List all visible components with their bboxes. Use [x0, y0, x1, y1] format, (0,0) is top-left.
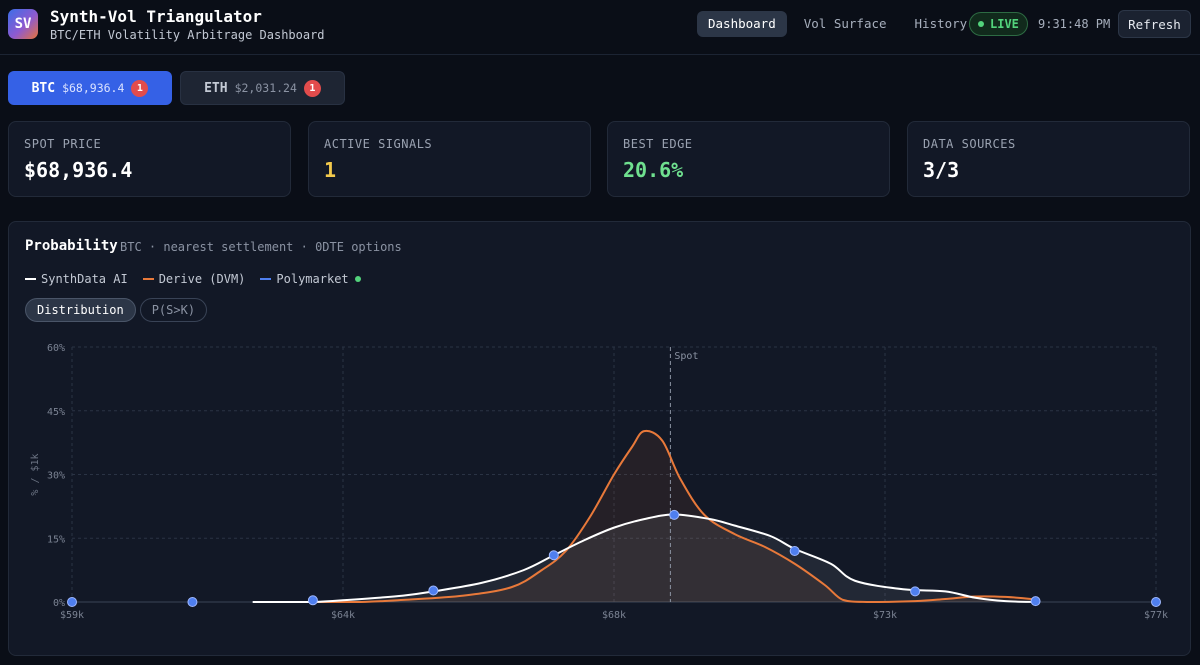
polymarket-point: [789, 546, 800, 556]
stat-label: SPOT PRICE: [24, 137, 102, 151]
x-tick-label: $73k: [873, 610, 897, 621]
stat-label: DATA SOURCES: [923, 137, 1016, 151]
y-tick-label: 30%: [47, 471, 65, 482]
polymarket-point: [1030, 596, 1041, 607]
legend-item-synthdata[interactable]: SynthData AI: [25, 272, 128, 286]
chart-mode-toggle: Distribution P(S>K): [25, 298, 208, 322]
live-status-badge: LIVE: [969, 12, 1028, 36]
stat-card-spot-price: SPOT PRICE $68,936.4: [8, 121, 291, 197]
x-tick-label: $77k: [1144, 610, 1168, 621]
polymarket-point: [1151, 597, 1161, 607]
legend-swatch: [142, 278, 154, 280]
app-header: SV Synth-Vol Triangulator BTC/ETH Volati…: [0, 0, 1200, 55]
stat-value: 20.6%: [623, 158, 684, 182]
stat-card-active-signals: ACTIVE SIGNALS 1: [308, 121, 591, 197]
polymarket-point: [187, 597, 198, 607]
tab-dashboard[interactable]: Dashboard: [697, 11, 787, 37]
legend-label: Derive (DVM): [158, 272, 246, 286]
mode-probability-above-button[interactable]: P(S>K): [139, 298, 208, 322]
app-title: Synth-Vol Triangulator: [50, 7, 262, 26]
panel-subtitle: BTC · nearest settlement · 0DTE options: [120, 240, 402, 254]
synthdata-area: [252, 514, 1036, 602]
refresh-button[interactable]: Refresh: [1118, 10, 1191, 38]
mode-distribution-button[interactable]: Distribution: [25, 298, 136, 322]
polymarket-point: [67, 597, 77, 607]
polymarket-point: [548, 550, 559, 561]
stat-card-data-sources: DATA SOURCES 3/3: [907, 121, 1190, 197]
polymarket-point: [910, 586, 921, 597]
tab-vol-surface[interactable]: Vol Surface: [803, 16, 887, 31]
stat-label: BEST EDGE: [623, 137, 693, 151]
legend-label: Polymarket: [276, 272, 349, 286]
y-tick-label: 45%: [47, 407, 65, 418]
clock: 9:31:48 PM: [1038, 17, 1111, 31]
signal-count-badge: 1: [131, 79, 149, 97]
app-logo: SV: [8, 9, 38, 39]
synthdata-line: [252, 513, 1036, 603]
panel-title: Probability: [25, 238, 118, 254]
stat-value: 1: [324, 158, 337, 182]
chart-legend: SynthData AI Derive (DVM) Polymarket: [25, 272, 361, 286]
stat-value: 3/3: [923, 158, 960, 182]
polymarket-point: [428, 585, 439, 596]
y-tick-label: 0%: [53, 598, 65, 609]
live-label: LIVE: [990, 17, 1019, 31]
main-nav: Dashboard Vol Surface History: [697, 11, 978, 37]
asset-symbol: BTC: [31, 80, 56, 96]
asset-tab-eth[interactable]: ETH $2,031.24 1: [180, 71, 345, 105]
asset-price: $2,031.24: [234, 81, 297, 95]
stat-label: ACTIVE SIGNALS: [324, 137, 433, 151]
y-axis-label: % / $1k: [30, 453, 41, 495]
app-subtitle: BTC/ETH Volatility Arbitrage Dashboard: [50, 28, 325, 42]
polymarket-point: [669, 509, 680, 520]
y-tick-label: 15%: [47, 534, 65, 545]
x-tick-label: $68k: [602, 610, 626, 621]
derive-line: [282, 429, 1036, 604]
polymarket-point: [307, 595, 318, 606]
legend-item-polymarket[interactable]: Polymarket: [260, 272, 361, 286]
asset-symbol: ETH: [204, 80, 228, 96]
live-dot-icon: [354, 276, 361, 282]
live-dot-icon: [978, 20, 984, 27]
tab-history[interactable]: History: [914, 16, 968, 31]
spot-label: Spot: [674, 351, 698, 362]
legend-swatch: [25, 278, 36, 280]
legend-label: SynthData AI: [41, 272, 128, 286]
asset-tab-btc[interactable]: BTC $68,936.4 1: [8, 71, 172, 105]
probability-panel: Probability BTC · nearest settlement · 0…: [8, 221, 1191, 656]
x-tick-label: $59k: [60, 610, 84, 621]
x-tick-label: $64k: [331, 610, 355, 621]
probability-chart: 0% 15% 30% 45% 60% $59k $64k $68k $73k $77k % / $1…: [30, 343, 1168, 621]
signal-count-badge: 1: [303, 79, 321, 97]
y-tick-label: 60%: [47, 343, 65, 354]
asset-price: $68,936.4: [62, 81, 125, 95]
stat-value: $68,936.4: [24, 158, 133, 182]
legend-swatch: [260, 278, 272, 280]
legend-item-derive[interactable]: Derive (DVM): [142, 272, 246, 286]
stat-card-best-edge: BEST EDGE 20.6%: [607, 121, 890, 197]
